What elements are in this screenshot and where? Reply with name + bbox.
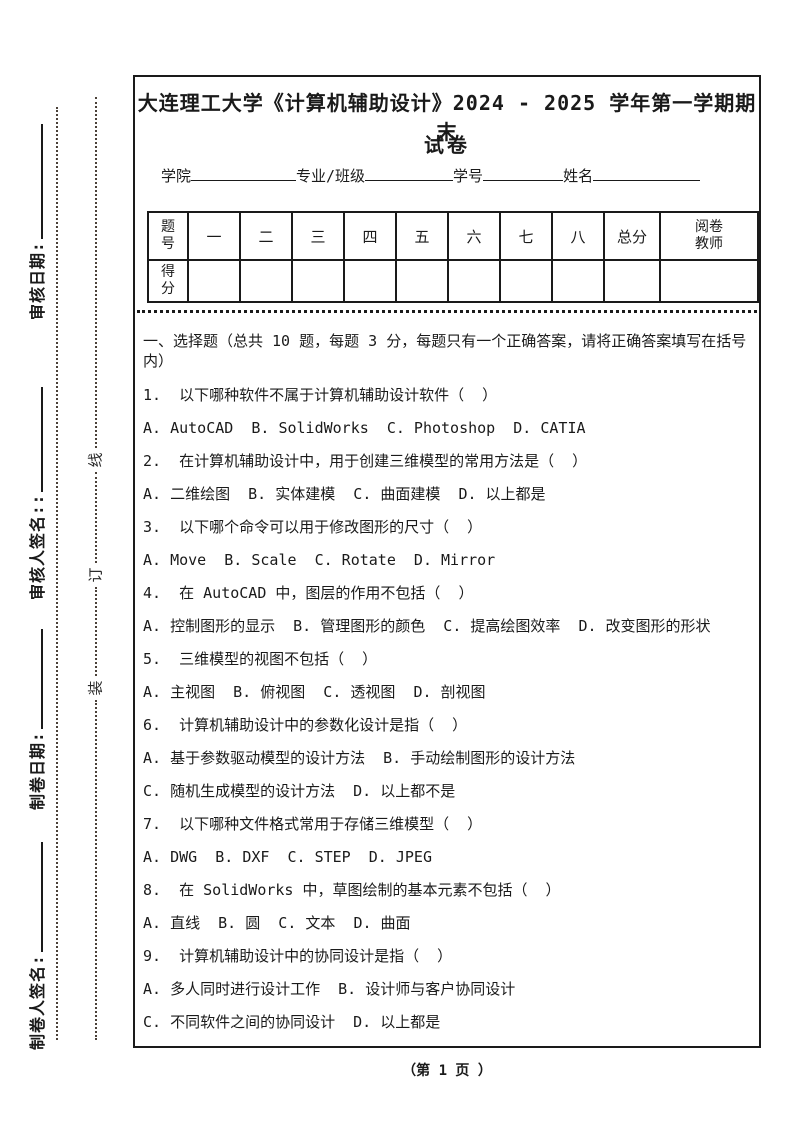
option-line: C. 随机生成模型的设计方法 D. 以上都不是: [143, 782, 456, 800]
page-number-footer: （第 1 页 ）: [402, 1063, 492, 1079]
student-id-label: 学号: [453, 167, 484, 185]
column-header-4: 四: [343, 211, 397, 261]
name-blank-line: [593, 165, 701, 181]
binding-line-segment: [95, 700, 97, 1040]
question-number-header: 题 号: [147, 211, 189, 261]
question-line-1: 1. 以下哪种软件不属于计算机辅助设计软件（ ）: [143, 386, 498, 404]
inner-dotted-line: [56, 107, 58, 1040]
score-cell: [447, 259, 501, 303]
option-line: C. 不同软件之间的协同设计 D. 以上都是: [143, 1013, 441, 1031]
column-header-1: 一: [187, 211, 241, 261]
option-line: A. 二维绘图 B. 实体建模 C. 曲面建模 D. 以上都是: [143, 485, 546, 503]
question-line-4: 4. 在 AutoCAD 中，图层的作用不包括（ ）: [143, 584, 474, 602]
paper-date-label: 制卷日期:: [24, 629, 48, 810]
option-line: A. 控制图形的显示 B. 管理图形的颜色 C. 提高绘图效率 D. 改变图形的…: [143, 617, 711, 635]
major-class-field: 专业/班级: [296, 165, 454, 185]
question-area: 一、选择题（总共 10 题，每题 3 分，每题只有一个正确答案，请将正确答案填写…: [143, 331, 747, 1045]
audit-date-blank-line: [29, 124, 43, 240]
option-line: A. 主视图 B. 俯视图 C. 透视图 D. 剖视图: [143, 683, 486, 701]
score-cell: [499, 259, 553, 303]
total-score-header: 总分: [603, 211, 661, 261]
column-header-5: 五: [395, 211, 449, 261]
college-blank-line: [191, 165, 297, 181]
audit-signature-blank-line: [29, 386, 43, 492]
option-line: A. 多人同时进行设计工作 B. 设计师与客户协同设计: [143, 980, 516, 998]
option-line: A. AutoCAD B. SolidWorks C. Photoshop D.…: [143, 419, 586, 437]
major-class-label: 专业/班级: [296, 167, 366, 185]
paper-signature-text: 制卷人签名:: [28, 954, 47, 1050]
binding-char-ding: 订: [86, 567, 105, 583]
option-line: A. Move B. Scale C. Rotate D. Mirror: [143, 551, 496, 569]
major-class-blank-line: [365, 165, 454, 181]
name-label: 姓名: [563, 167, 594, 185]
option-line: A. 直线 B. 圆 C. 文本 D. 曲面: [143, 914, 411, 932]
paper-signature-label: 制卷人签名:: [24, 842, 48, 1050]
binding-line-segment: [95, 97, 97, 448]
binding-line-segment: [95, 587, 97, 676]
score-cell: [291, 259, 345, 303]
column-header-2: 二: [239, 211, 293, 261]
dotted-separator: [137, 310, 757, 313]
binding-line: 线 订 装: [87, 97, 105, 1040]
score-cell: [603, 259, 661, 303]
column-header-7: 七: [499, 211, 553, 261]
score-cell: [239, 259, 293, 303]
exam-sheet-border: 大连理工大学《计算机辅助设计》2024 - 2025 学年第一学期期末 试卷 学…: [133, 75, 761, 1048]
column-header-3: 三: [291, 211, 345, 261]
score-cell: [343, 259, 397, 303]
score-cell: [187, 259, 241, 303]
college-label: 学院: [161, 167, 192, 185]
audit-signature-label: 审核人签名::: [24, 386, 48, 600]
binding-line-segment: [95, 472, 97, 563]
section-heading: 一、选择题（总共 10 题，每题 3 分，每题只有一个正确答案，请将正确答案填写…: [143, 332, 747, 370]
column-header-6: 六: [447, 211, 501, 261]
question-line-8: 8. 在 SolidWorks 中，草图绘制的基本元素不包括（ ）: [143, 881, 561, 899]
score-table-header-row: 题 号 一 二 三 四 五 六 七 八 总分 阅卷 教师: [147, 211, 759, 261]
exam-title-line1: 大连理工大学《计算机辅助设计》2024 - 2025 学年第一学期期末: [137, 91, 757, 144]
score-cell: [659, 259, 759, 303]
audit-date-text: 审核日期:: [28, 241, 47, 320]
question-line-2: 2. 在计算机辅助设计中，用于创建三维模型的常用方法是（ ）: [143, 452, 588, 470]
audit-signature-text: 审核人签名::: [28, 493, 47, 600]
option-line: A. DWG B. DXF C. STEP D. JPEG: [143, 848, 432, 866]
student-id-blank-line: [483, 165, 564, 181]
score-row-header: 得 分: [147, 259, 189, 303]
question-line-6: 6. 计算机辅助设计中的参数化设计是指（ ）: [143, 716, 468, 734]
question-line-3: 3. 以下哪个命令可以用于修改图形的尺寸（ ）: [143, 518, 483, 536]
score-table: 题 号 一 二 三 四 五 六 七 八 总分 阅卷 教师 得 分: [147, 211, 759, 303]
paper-date-text: 制卷日期:: [28, 731, 47, 810]
college-field: 学院: [161, 165, 297, 185]
student-id-field: 学号: [453, 165, 564, 185]
column-header-8: 八: [551, 211, 605, 261]
reviewer-header: 阅卷 教师: [659, 211, 759, 261]
student-info-row: 学院 专业/班级 学号 姓名: [161, 165, 745, 186]
binding-char-zhuang: 装: [86, 680, 105, 696]
question-line-7: 7. 以下哪种文件格式常用于存储三维模型（ ）: [143, 815, 483, 833]
score-cell: [395, 259, 449, 303]
question-line-5: 5. 三维模型的视图不包括（ ）: [143, 650, 378, 668]
paper-signature-blank-line: [29, 842, 43, 953]
audit-date-label: 审核日期:: [24, 124, 48, 320]
option-line: A. 基于参数驱动模型的设计方法 B. 手动绘制图形的设计方法: [143, 749, 576, 767]
binding-char-xian: 线: [86, 452, 105, 468]
name-field: 姓名: [563, 165, 701, 185]
exam-title-line2: 试卷: [424, 133, 470, 157]
score-table-score-row: 得 分: [147, 259, 759, 303]
paper-date-blank-line: [29, 629, 43, 730]
question-line-9: 9. 计算机辅助设计中的协同设计是指（ ）: [143, 947, 453, 965]
score-cell: [551, 259, 605, 303]
